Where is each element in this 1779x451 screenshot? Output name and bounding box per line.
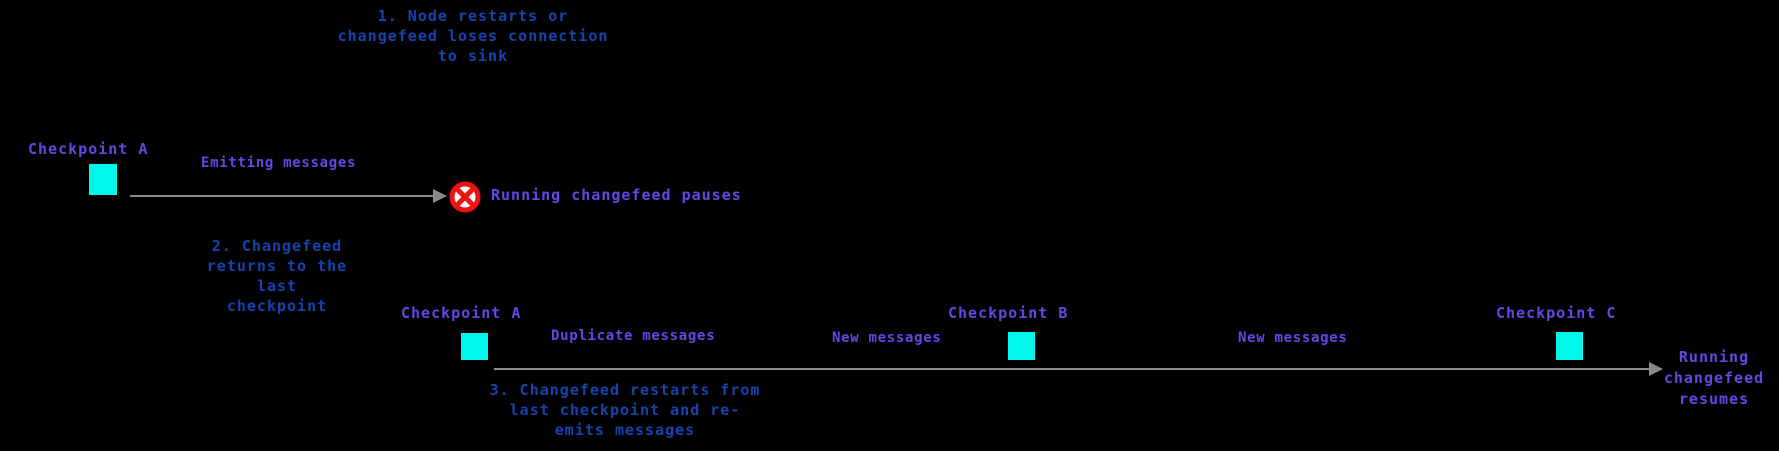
note-step2-line: last [256,277,298,295]
note-step3-line: emits messages [554,421,696,439]
emitting-messages-label: Emitting messages [201,155,357,171]
note-step3-line: 3. Changefeed restarts from [489,381,761,399]
checkpoint-b-label: Checkpoint B [948,304,1069,322]
checkpoint-a-label-1: Checkpoint A [28,140,149,158]
timeline1-arrowhead [433,189,447,203]
note-step2-line: returns to the [206,257,348,275]
changefeed-pauses-label: Running changefeed pauses [491,186,742,204]
checkpoint-b-marker [1008,332,1035,360]
note-step2: 2. Changefeed returns to the last checkp… [187,236,367,316]
changefeed-resumes-line: resumes [1678,390,1750,408]
note-step1: 1. Node restarts or changefeed loses con… [333,6,613,66]
changefeed-resumes-label: Running changefeed resumes [1652,347,1776,410]
new-messages-label-2: New messages [1238,330,1348,346]
checkpoint-c-label: Checkpoint C [1496,304,1617,322]
note-step2-line: checkpoint [226,297,328,315]
changefeed-resumes-line: Running [1678,348,1750,366]
note-step1-line: to sink [437,47,509,65]
note-step3: 3. Changefeed restarts from last checkpo… [480,380,770,440]
checkpoint-c-marker [1556,332,1583,360]
changefeed-resumes-line: changefeed [1663,369,1765,387]
checkpoint-a-marker-2 [461,333,488,360]
timeline2-arrowhead [1649,362,1663,376]
note-step3-line: last checkpoint and re- [509,401,741,419]
note-step1-line: changefeed loses connection [337,27,609,45]
new-messages-label-1: New messages [832,330,942,346]
duplicate-messages-label: Duplicate messages [551,328,716,344]
timeline1-line [130,195,436,197]
cancel-icon [449,181,481,213]
timeline2-line [494,368,1650,370]
note-step1-line: 1. Node restarts or [377,7,569,25]
checkpoint-a-label-2: Checkpoint A [401,304,522,322]
note-step2-line: 2. Changefeed [211,237,343,255]
checkpoint-a-marker-1 [89,164,117,195]
